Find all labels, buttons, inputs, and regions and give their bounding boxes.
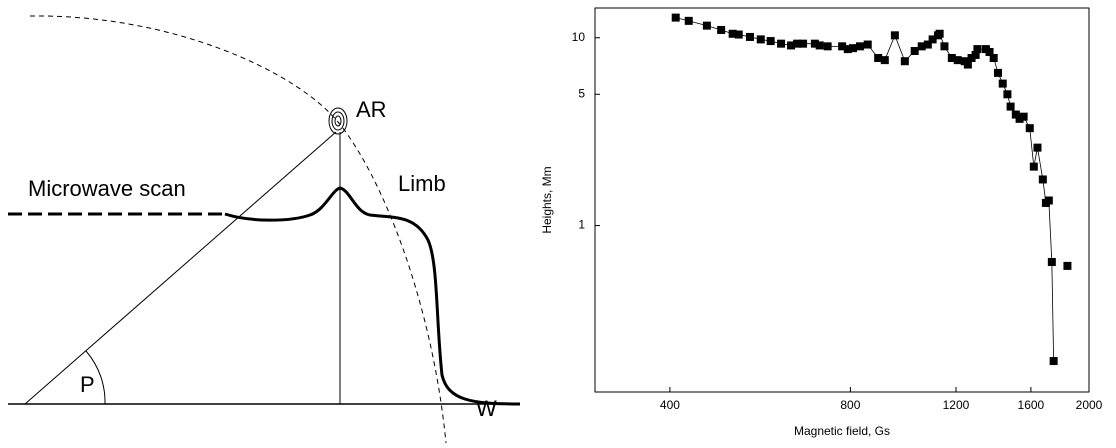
data-point — [910, 47, 919, 56]
data-point — [967, 54, 976, 63]
data-point — [985, 47, 994, 56]
x-tick-label: 800 — [840, 398, 860, 412]
data-point — [863, 40, 872, 49]
data-point — [815, 41, 824, 50]
data-point — [1047, 257, 1056, 266]
data-point — [1033, 143, 1042, 152]
y-tick-label: 10 — [572, 30, 586, 44]
data-point — [838, 42, 847, 51]
data-point — [843, 45, 852, 54]
data-point — [810, 39, 819, 48]
data-point — [989, 54, 998, 63]
angle-arc — [85, 350, 106, 405]
ar-label: AR — [356, 97, 387, 122]
data-point — [917, 42, 926, 51]
scan-label: Microwave scan — [28, 176, 186, 201]
data-point — [923, 40, 932, 49]
data-point — [1011, 110, 1020, 119]
data-point — [998, 79, 1007, 88]
data-point — [717, 25, 726, 34]
y-tick-label: 1 — [578, 218, 585, 232]
data-point — [1025, 124, 1034, 133]
data-point — [684, 16, 693, 25]
data-point — [855, 42, 864, 51]
ar-contour — [334, 115, 342, 127]
scan-curve — [224, 186, 521, 406]
data-point — [993, 68, 1002, 77]
x-tick-label: 1200 — [943, 398, 970, 412]
x-axis-label: Magnetic field, Gs — [794, 424, 890, 438]
data-point — [928, 35, 937, 44]
y-axis-label: Heights, Mm — [540, 166, 554, 233]
data-point — [971, 50, 980, 59]
data-point — [787, 41, 796, 50]
data-point — [745, 32, 754, 41]
data-point — [1029, 162, 1038, 171]
data-point — [702, 21, 711, 30]
data-point — [848, 44, 857, 53]
west-label: W — [476, 396, 497, 421]
data-point — [734, 30, 743, 39]
data-point — [756, 35, 765, 44]
data-point — [728, 29, 737, 38]
data-point — [1038, 175, 1047, 184]
plot-frame — [594, 7, 1090, 393]
data-point — [900, 57, 909, 66]
data-point — [1019, 112, 1028, 121]
ar-contour — [328, 107, 348, 135]
x-tick-label: 400 — [660, 398, 680, 412]
y-tick-label: 5 — [578, 86, 585, 100]
limb-arc — [29, 15, 447, 444]
data-point — [1049, 357, 1058, 366]
radius-line — [24, 131, 337, 405]
x-tick-label: 1600 — [1018, 398, 1045, 412]
chart: 400 800 1200 1600 2000 1 5 10 Magnetic field, Gs… — [540, 7, 1103, 438]
data-point — [799, 39, 808, 48]
data-point — [1015, 114, 1024, 123]
data-point — [935, 29, 944, 38]
limb-label: Limb — [398, 171, 446, 196]
data-point — [671, 13, 680, 22]
x-tick-label: 2000 — [1076, 398, 1103, 412]
data-point — [940, 42, 949, 51]
data-point — [766, 37, 775, 46]
data-point — [874, 54, 883, 63]
data-point — [793, 39, 802, 48]
diagram: AR Microwave scan Limb P W — [8, 15, 521, 444]
data-point — [953, 56, 962, 65]
ar-contour — [331, 111, 345, 131]
angle-label: P — [80, 372, 95, 397]
data-point — [1006, 102, 1015, 111]
data-point — [823, 42, 832, 51]
data-point — [880, 56, 889, 65]
data-point — [777, 39, 786, 48]
data-point — [1003, 90, 1012, 99]
data-point — [1044, 196, 1053, 205]
data-point — [963, 60, 972, 69]
data-point — [890, 31, 899, 40]
data-point — [947, 54, 956, 63]
data-point — [973, 45, 982, 54]
data-point — [1063, 261, 1072, 270]
